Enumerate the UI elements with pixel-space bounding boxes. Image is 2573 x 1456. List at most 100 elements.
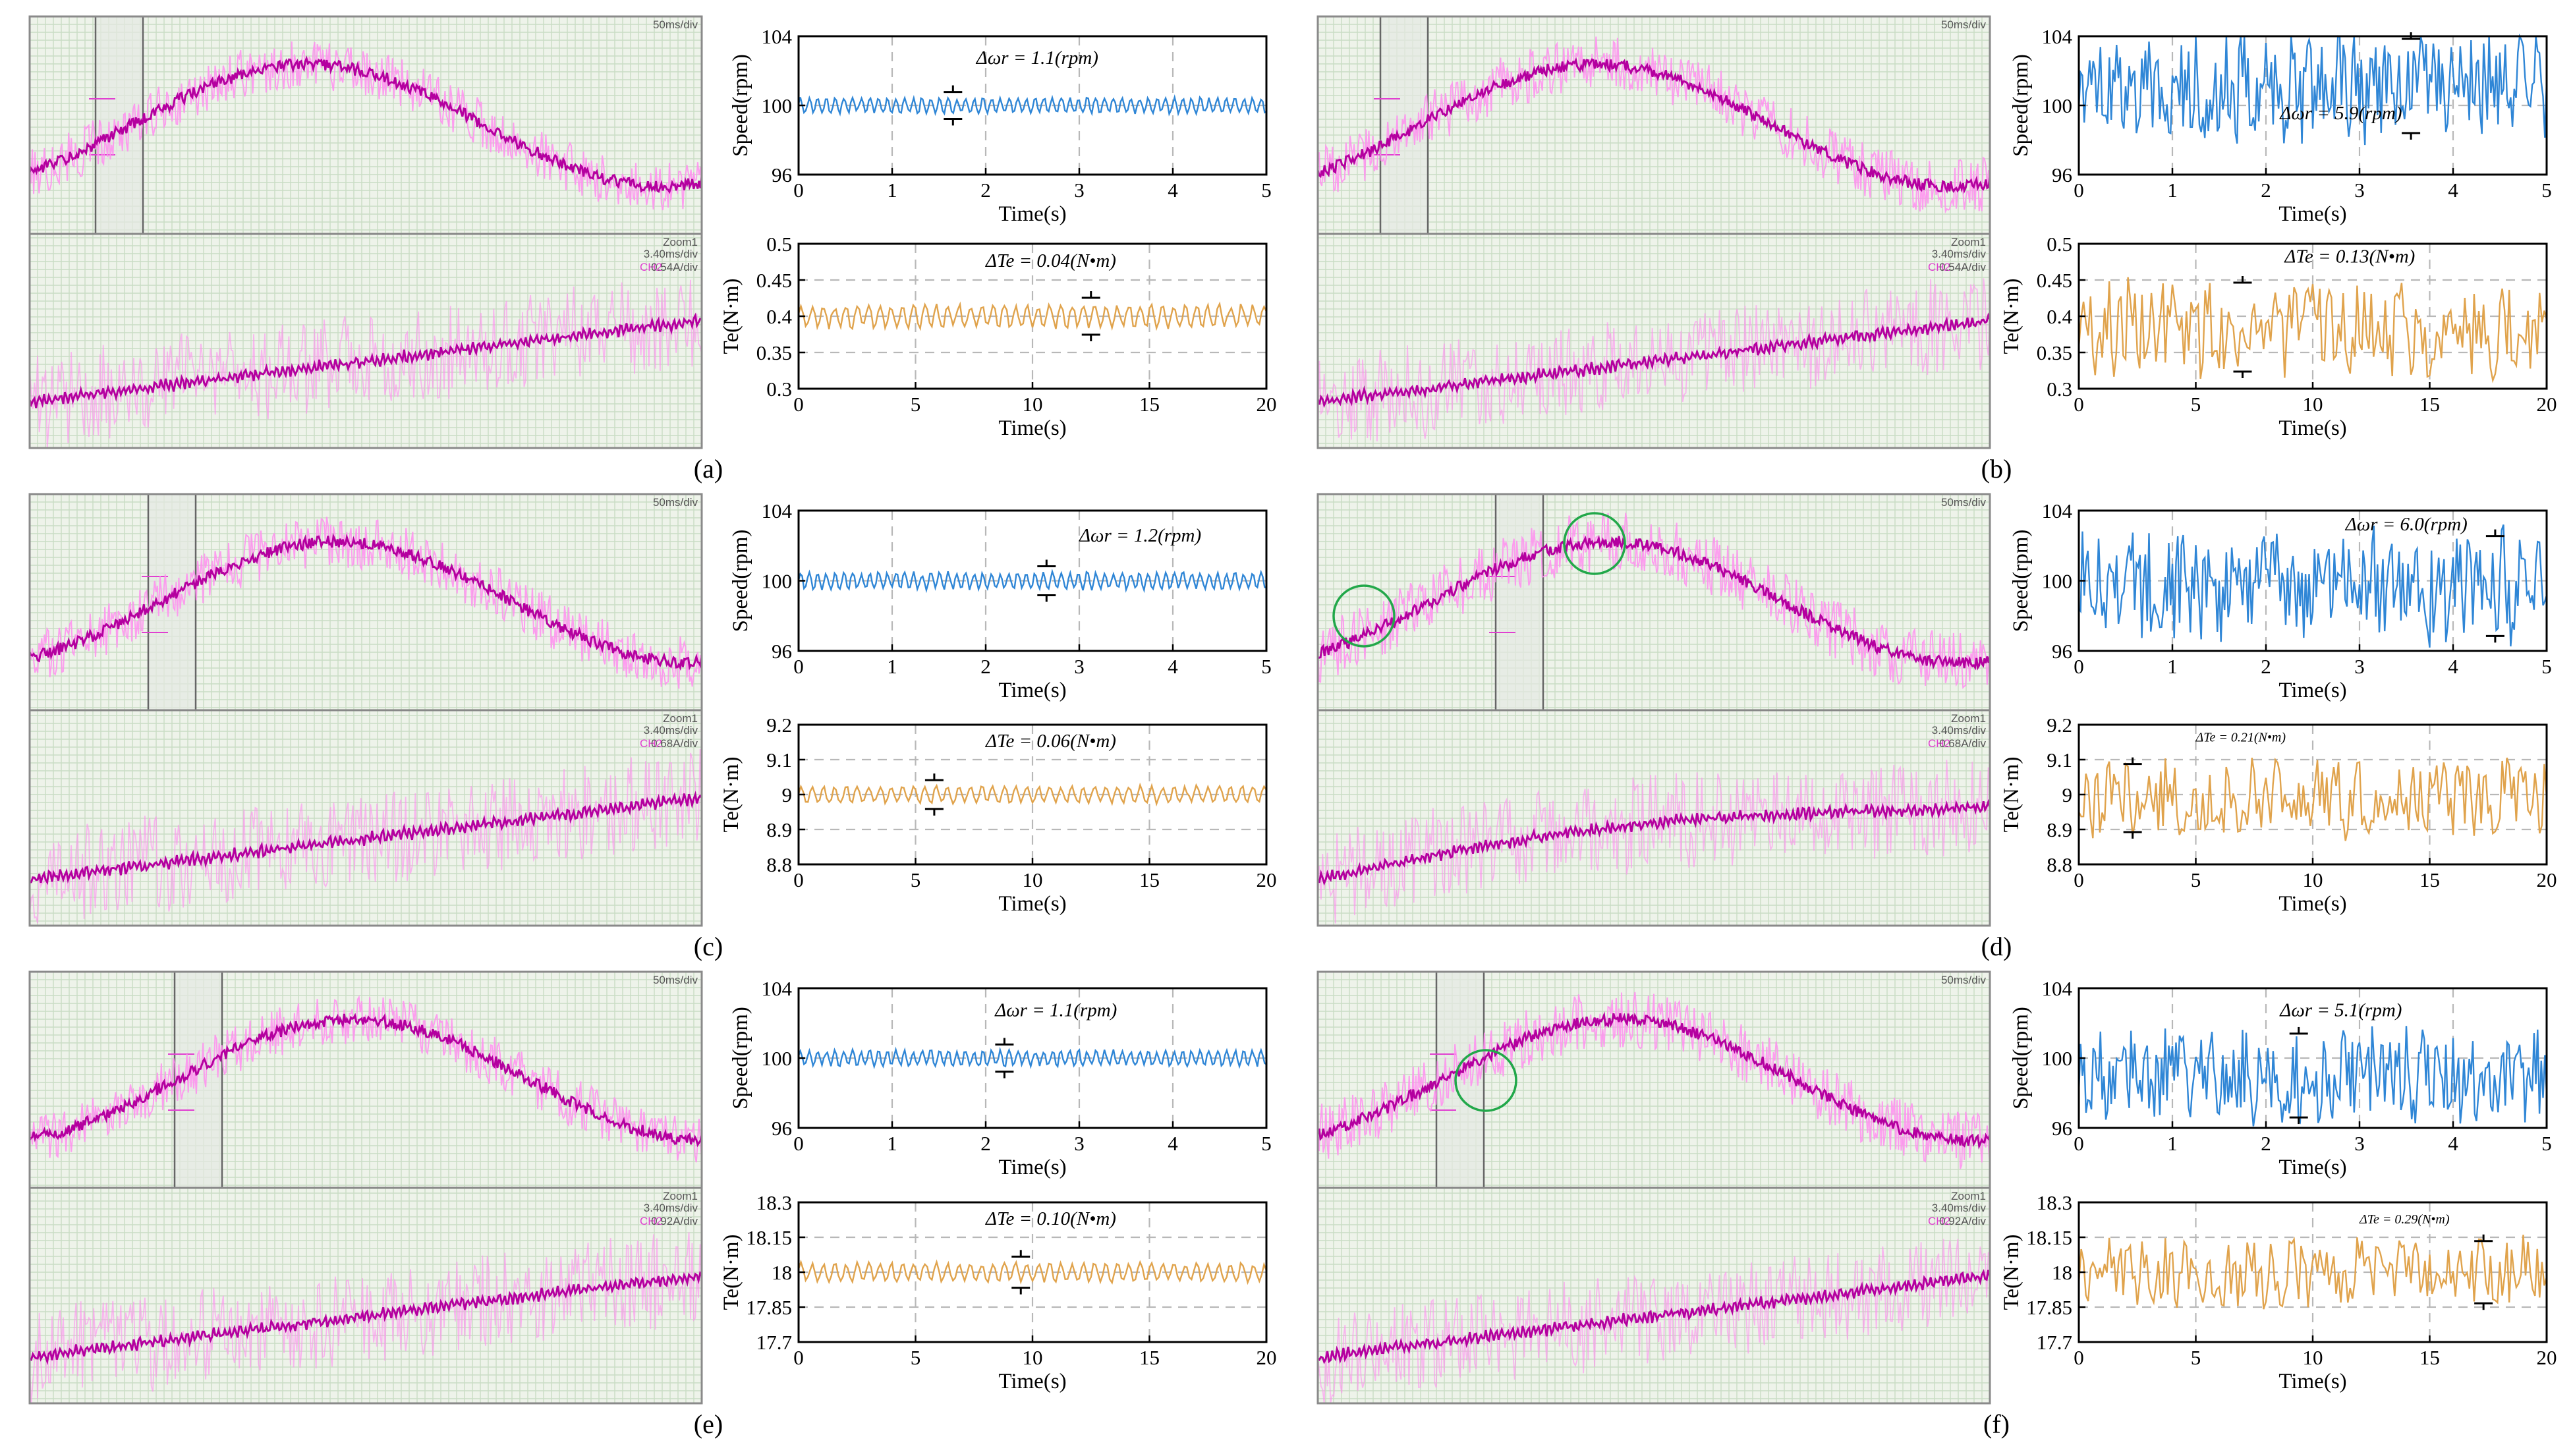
x-axis-label: Time(s) xyxy=(998,202,1066,226)
scope-zoom-timebase-label: 3.40ms/div xyxy=(644,1202,698,1214)
y-tick-label: 100 xyxy=(2042,1047,2073,1070)
scope-upper-filtered-trace xyxy=(1316,57,1991,194)
y-tick-label: 104 xyxy=(2042,25,2073,48)
y-tick-label: 0.3 xyxy=(766,378,792,401)
scope-lower-raw-trace xyxy=(1317,1239,1991,1404)
x-axis-label: Time(s) xyxy=(998,1156,1066,1179)
torque-chart: 0 5 10 15 20 0.3 0.35 0.4 0.45 0.5 Time(s) Te(N·m) Δ… xyxy=(720,233,1277,440)
scope-channel-label: CH2 xyxy=(640,1215,662,1227)
x-tick-label: 15 xyxy=(2419,393,2440,416)
y-tick-label: 0.4 xyxy=(766,305,792,328)
scope-highlight-circle xyxy=(1563,512,1626,575)
x-axis-label: Time(s) xyxy=(2278,202,2346,226)
x-tick-label: 0 xyxy=(2074,179,2084,202)
scope-current-scale-label: 0.54A/div xyxy=(651,261,698,273)
y-axis-label: Te(N·m) xyxy=(2000,279,2023,354)
y-axis-label: Speed(rpm) xyxy=(2009,1007,2033,1109)
x-tick-label: 4 xyxy=(1168,179,1178,202)
y-tick-label: 18 xyxy=(2052,1261,2072,1284)
scope-lower-filtered-trace xyxy=(1316,312,1991,408)
x-tick-label: 3 xyxy=(2354,179,2365,202)
x-tick-label: 10 xyxy=(1023,393,1043,416)
x-tick-label: 0 xyxy=(2074,393,2084,416)
x-tick-label: 2 xyxy=(980,1132,991,1155)
y-tick-label: 9.2 xyxy=(766,714,792,737)
x-tick-label: 2 xyxy=(2261,179,2271,202)
x-tick-label: 0 xyxy=(793,868,804,891)
y-tick-label: 104 xyxy=(762,499,793,522)
panel-label: (b) xyxy=(1981,454,2012,484)
y-tick-label: 0.5 xyxy=(766,233,792,256)
x-axis-label: Time(s) xyxy=(2278,1156,2346,1179)
x-tick-label: 20 xyxy=(2537,868,2557,891)
scope-lower-raw-trace xyxy=(29,279,702,449)
scope-channel-label: CH2 xyxy=(1928,1215,1950,1227)
scope-frame xyxy=(1316,15,1991,449)
y-tick-label: 96 xyxy=(772,640,792,663)
scope-highlight-circle xyxy=(1332,584,1396,648)
y-tick-label: 17.7 xyxy=(2037,1331,2072,1354)
scope-current-scale-label: 0.92A/div xyxy=(651,1215,698,1227)
scope-zoom-label: Zoom1 xyxy=(1951,712,1986,725)
x-tick-label: 10 xyxy=(1023,1346,1043,1369)
y-tick-label: 0.45 xyxy=(2037,269,2072,292)
y-tick-label: 96 xyxy=(2052,1117,2072,1140)
scope-upper-raw-trace xyxy=(1317,36,1991,214)
x-tick-label: 20 xyxy=(1257,868,1277,891)
y-tick-label: 17.85 xyxy=(746,1296,792,1319)
scope-timebase-label: 50ms/div xyxy=(653,496,698,509)
x-tick-label: 2 xyxy=(980,655,991,678)
y-tick-label: 18.3 xyxy=(2037,1191,2072,1214)
x-tick-label: 5 xyxy=(2541,179,2552,202)
y-tick-label: 9 xyxy=(2062,783,2073,806)
y-axis-label: Speed(rpm) xyxy=(2009,54,2033,157)
x-axis-label: Time(s) xyxy=(998,892,1066,916)
x-tick-label: 1 xyxy=(2167,179,2178,202)
y-tick-label: 18.15 xyxy=(2026,1226,2072,1249)
y-tick-label: 100 xyxy=(762,1047,793,1070)
x-tick-label: 3 xyxy=(1074,179,1085,202)
scope-lower-filtered-trace xyxy=(28,312,702,408)
x-tick-label: 10 xyxy=(2303,868,2323,891)
y-tick-label: 104 xyxy=(2042,977,2073,1000)
x-tick-label: 5 xyxy=(2191,868,2201,891)
x-axis-label: Time(s) xyxy=(998,1370,1066,1393)
x-tick-label: 5 xyxy=(2191,393,2201,416)
x-tick-label: 15 xyxy=(1139,868,1160,891)
torque-chart: 0 5 10 15 20 17.7 17.85 18 18.15 18.3 Time(s) Te(N·… xyxy=(2000,1191,2557,1393)
scope-current-scale-label: 0.68A/div xyxy=(1939,737,1986,750)
scope-upper-raw-trace xyxy=(29,995,702,1163)
torque-chart: 0 5 10 15 20 0.3 0.35 0.4 0.45 0.5 Time(s) Te(N·m) Δ… xyxy=(2000,233,2557,440)
scope-zoom-timebase-label: 3.40ms/div xyxy=(644,248,698,260)
x-tick-label: 0 xyxy=(2074,1132,2084,1155)
x-tick-label: 20 xyxy=(1257,1346,1277,1369)
scope-channel-label: CH2 xyxy=(1928,261,1950,273)
y-tick-label: 8.9 xyxy=(2047,818,2072,841)
scope-timebase-label: 50ms/div xyxy=(1941,18,1987,31)
x-tick-label: 15 xyxy=(2419,1346,2440,1369)
speed-series-line xyxy=(797,1046,1267,1070)
x-tick-label: 0 xyxy=(793,393,804,416)
x-tick-label: 15 xyxy=(2419,868,2440,891)
y-tick-label: 100 xyxy=(2042,94,2073,117)
y-axis-label: Speed(rpm) xyxy=(729,54,752,157)
torque-ripple-annotation: ΔTe = 0.04(N•m) xyxy=(985,250,1116,271)
y-tick-label: 0.35 xyxy=(2037,341,2072,364)
x-tick-label: 1 xyxy=(887,655,897,678)
y-tick-label: 100 xyxy=(2042,570,2073,593)
panel-label: (e) xyxy=(694,1409,723,1439)
y-tick-label: 104 xyxy=(2042,499,2073,522)
y-axis-label: Te(N·m) xyxy=(720,1235,743,1310)
scope-lower-raw-trace xyxy=(29,748,702,924)
x-tick-label: 3 xyxy=(2354,1132,2365,1155)
torque-series-line xyxy=(797,782,1267,807)
scope-zoom-window xyxy=(173,970,223,1189)
y-tick-label: 9.1 xyxy=(766,748,792,771)
y-tick-label: 17.85 xyxy=(2026,1296,2072,1319)
scope-timebase-label: 50ms/div xyxy=(1941,496,1987,509)
scope-zoom-window xyxy=(1494,493,1544,712)
y-tick-label: 96 xyxy=(772,163,792,186)
x-axis-label: Time(s) xyxy=(998,416,1066,440)
speed-ripple-annotation: Δωr = 5.9(rpm) xyxy=(2279,103,2402,124)
